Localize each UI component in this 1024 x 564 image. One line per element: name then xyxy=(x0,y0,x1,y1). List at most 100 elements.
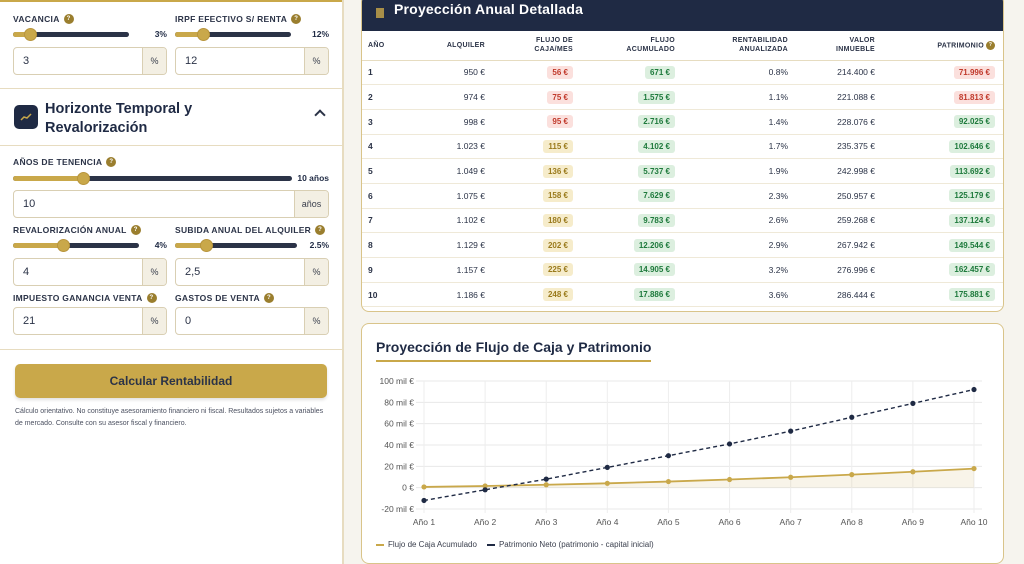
series-point-1[interactable] xyxy=(849,414,855,420)
cell-property-value-value: 235.375 € xyxy=(837,141,875,152)
cell-property-value-value: 267.942 € xyxy=(837,240,875,251)
cell-rent: 1.049 € xyxy=(412,158,487,184)
subida-slider-thumb[interactable] xyxy=(200,239,213,252)
anos-input-value[interactable]: 10 xyxy=(23,198,36,210)
cell-cashflow: 75 € xyxy=(487,84,575,110)
y-tick-label: 40 mil € xyxy=(384,440,414,450)
cell-property-value: 228.076 € xyxy=(790,109,877,135)
anos-slider-thumb[interactable] xyxy=(77,172,90,185)
vacancia-input[interactable]: 3 % xyxy=(13,47,167,75)
revalorizacion-input-value[interactable]: 4 xyxy=(23,266,30,278)
info-icon[interactable]: ? xyxy=(63,14,74,24)
subida-slider[interactable] xyxy=(175,239,297,252)
cell-accumulated-value: 5.737 € xyxy=(638,164,675,178)
series-point-0[interactable] xyxy=(543,482,549,488)
irpf-slider[interactable] xyxy=(175,28,291,41)
vacancia-slider-thumb[interactable] xyxy=(24,28,37,41)
series-point-1[interactable] xyxy=(482,487,488,493)
cell-cashflow-value: 115 € xyxy=(543,139,573,153)
subida-label: SUBIDA ANUAL DEL ALQUILER ? xyxy=(175,225,326,235)
info-icon[interactable]: ? xyxy=(263,293,274,303)
chevron-up-icon[interactable] xyxy=(314,109,326,121)
col-header-flujo-mes-text: FLUJO DE CAJA/MES xyxy=(534,37,573,54)
impuesto-input-value[interactable]: 21 xyxy=(23,315,36,327)
info-icon[interactable]: ? xyxy=(106,157,117,167)
series-point-1[interactable] xyxy=(665,453,672,459)
revalorizacion-label: REVALORIZACIÓN ANUAL ? xyxy=(13,225,141,235)
gastos-label-text: GASTOS DE VENTA xyxy=(175,293,260,303)
series-point-1[interactable] xyxy=(971,386,977,393)
irpf-input[interactable]: 12 % xyxy=(175,47,329,75)
vacancia-input-value[interactable]: 3 xyxy=(23,55,30,67)
irpf-slider-fill xyxy=(175,32,203,37)
subida-input-value[interactable]: 2,5 xyxy=(185,266,201,278)
revalorizacion-slider-fill xyxy=(13,243,63,248)
series-point-0[interactable] xyxy=(971,465,977,472)
series-point-0[interactable] xyxy=(788,474,794,480)
col-header-ano: AÑO xyxy=(362,31,412,61)
revalorizacion-slider-thumb[interactable] xyxy=(57,239,70,252)
revalorizacion-unit: % xyxy=(142,259,166,285)
table-row: 6 1.075 € 158 € 7.629 € 2.3% 250.957 € 125.179… xyxy=(362,183,1003,209)
series-point-0[interactable] xyxy=(482,483,488,489)
series-line-1 xyxy=(423,388,975,502)
calculate-button[interactable]: Calcular Rentabilidad xyxy=(15,364,327,398)
legend-item-patrimonio[interactable]: Patrimonio Neto (patrimonio - capital in… xyxy=(486,540,654,549)
series-point-0[interactable] xyxy=(910,469,916,475)
cell-rentabilidad-value: 1.7% xyxy=(768,141,788,152)
revalorizacion-slider[interactable] xyxy=(13,239,139,252)
x-tick-label: Año 7 xyxy=(780,517,802,527)
y-tick-label: -20 mil € xyxy=(381,504,414,514)
gastos-input-value[interactable]: 0 xyxy=(185,315,192,327)
vacancia-label: VACANCIA ? xyxy=(13,14,74,24)
subida-input[interactable]: 2,5 % xyxy=(175,258,329,286)
series-point-0[interactable] xyxy=(421,484,427,490)
col-header-valor: VALOR INMUEBLE xyxy=(790,31,877,61)
series-point-1[interactable] xyxy=(910,400,916,406)
impuesto-input[interactable]: 21 % xyxy=(13,307,167,335)
vacancia-slider[interactable] xyxy=(13,28,129,41)
cell-rentabilidad: 1.4% xyxy=(677,109,790,135)
cell-property-value: 235.375 € xyxy=(790,134,877,160)
info-icon[interactable]: ? xyxy=(146,293,157,303)
info-icon[interactable]: ? xyxy=(130,225,141,235)
info-icon[interactable]: ? xyxy=(315,225,326,235)
series-point-0[interactable] xyxy=(604,480,610,486)
irpf-slider-thumb[interactable] xyxy=(197,28,210,41)
series-point-1[interactable] xyxy=(726,441,733,447)
cell-rent: 1.186 € xyxy=(412,282,487,308)
cell-cashflow-value: 248 € xyxy=(542,288,573,302)
cell-rentabilidad: 1.1% xyxy=(677,84,790,110)
horizonte-section-header[interactable]: Horizonte Temporal y Revalorización xyxy=(0,88,342,146)
anos-input[interactable]: 10 años xyxy=(13,190,329,218)
subida-label-text: SUBIDA ANUAL DEL ALQUILER xyxy=(175,225,312,235)
irpf-input-value[interactable]: 12 xyxy=(185,55,198,67)
chart-card: Proyección de Flujo de Caja y Patrimonio… xyxy=(361,323,1004,564)
table-row: 2 974 € 75 € 1.575 € 1.1% 221.088 € 81.813 € xyxy=(362,84,1003,110)
cell-rent-value: 1.186 € xyxy=(456,289,485,300)
anos-slider[interactable] xyxy=(13,172,292,185)
table-row: 1 950 € 56 € 671 € 0.8% 214.400 € 71.996 € xyxy=(362,60,1003,86)
revalorizacion-input[interactable]: 4 % xyxy=(13,258,167,286)
cell-rentabilidad: 2.6% xyxy=(677,208,790,234)
cell-equity-value: 113.692 € xyxy=(949,164,995,178)
gastos-input[interactable]: 0 % xyxy=(175,307,329,335)
cell-rent-value: 1.102 € xyxy=(456,215,485,226)
series-point-1[interactable] xyxy=(604,464,610,470)
series-point-1[interactable] xyxy=(421,497,427,504)
cell-property-value: 214.400 € xyxy=(790,60,877,86)
cell-cashflow-value: 95 € xyxy=(547,115,573,129)
series-point-1[interactable] xyxy=(543,476,549,482)
cell-year: 4 xyxy=(362,134,412,160)
cell-year: 2 xyxy=(362,84,412,110)
legend-item-flujo[interactable]: Flujo de Caja Acumulado xyxy=(376,540,477,549)
info-icon[interactable]: ? xyxy=(291,14,302,24)
series-point-0[interactable] xyxy=(665,478,672,485)
info-icon[interactable]: ? xyxy=(986,40,995,50)
series-point-0[interactable] xyxy=(726,476,733,483)
cell-year: 1 xyxy=(362,60,412,86)
cell-property-value-value: 228.076 € xyxy=(837,116,875,127)
cell-year-value: 9 xyxy=(368,264,373,275)
series-point-0[interactable] xyxy=(849,472,855,478)
series-point-1[interactable] xyxy=(788,428,794,434)
